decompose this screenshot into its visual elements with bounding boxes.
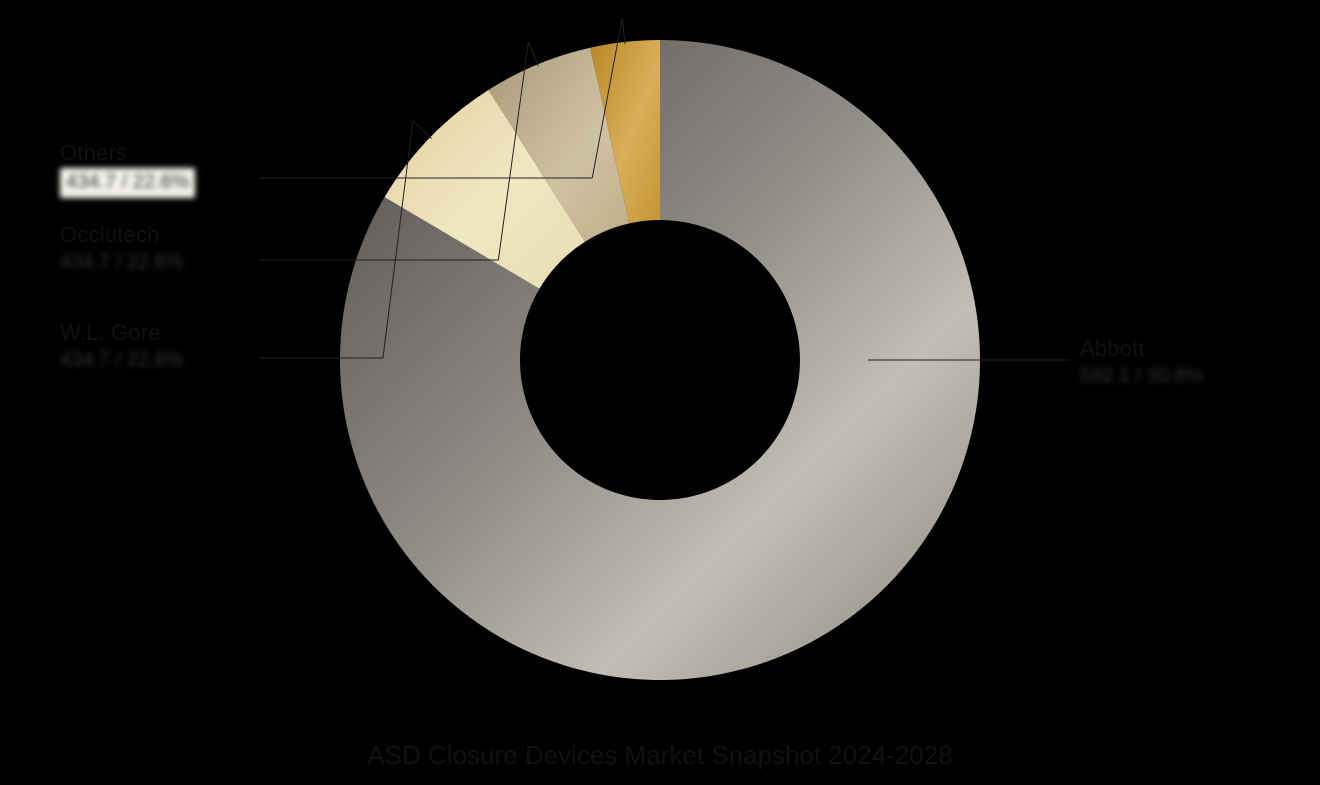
chart-stage: Abbott 592.1 / 30.8% Others 434.7 / 22.6… [0, 0, 1320, 785]
chart-caption: ASD Closure Devices Market Snapshot 2024… [0, 740, 1320, 771]
slice-name-others: Others [60, 140, 195, 166]
slice-value-occlutech: 434.7 / 22.6% [60, 250, 183, 274]
slice-value-others: 434.7 / 22.6% [60, 168, 195, 198]
slice-name-occlutech: Occlutech [60, 222, 183, 248]
slice-name-abbott: Abbott [1080, 336, 1203, 362]
slice-label-others: Others 434.7 / 22.6% [60, 140, 195, 198]
slice-label-occlutech: Occlutech 434.7 / 22.6% [60, 222, 183, 274]
slice-value-abbott: 592.1 / 30.8% [1080, 364, 1203, 388]
slice-name-wlgore: W.L. Gore [60, 320, 183, 346]
slice-label-abbott: Abbott 592.1 / 30.8% [1080, 336, 1203, 388]
slice-label-wlgore: W.L. Gore 434.7 / 22.6% [60, 320, 183, 372]
donut-chart-svg [0, 0, 1320, 785]
slice-value-wlgore: 434.7 / 22.6% [60, 348, 183, 372]
